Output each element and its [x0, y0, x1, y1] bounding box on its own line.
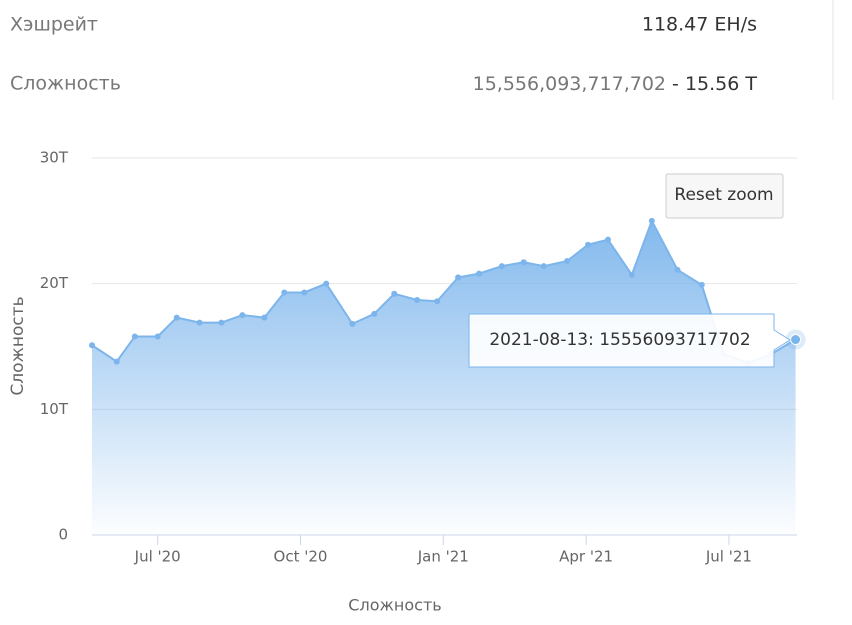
x-tick-label: Jan '21 [417, 548, 469, 566]
area [92, 220, 796, 536]
reset-zoom-label[interactable]: Reset zoom [674, 185, 773, 205]
point [301, 289, 308, 296]
separator: - [666, 73, 685, 95]
y-tick-label: 30T [40, 149, 69, 167]
x-tick-label: Jul '20 [134, 548, 181, 566]
point [585, 241, 592, 248]
plot: 0 10T 20T 30T Jul '20 Oct '20 Jan '21 Apr '21 Ju… [40, 149, 806, 566]
reset-zoom-button[interactable] [665, 173, 784, 219]
point [564, 258, 571, 265]
point [131, 333, 138, 340]
point [476, 270, 483, 277]
tooltip-text: 2021-08-13: 15556093717702 [489, 330, 750, 350]
point [698, 281, 705, 288]
point [196, 319, 203, 326]
point [434, 298, 441, 305]
x-tick-label: Apr '21 [559, 548, 613, 566]
point [498, 263, 505, 270]
point [173, 314, 180, 321]
y-tick-label: 20T [40, 274, 69, 292]
point [391, 290, 398, 297]
point [605, 236, 612, 243]
tooltip: 2021-08-13: 15556093717702 [468, 313, 791, 368]
header-value: 15,556,093,717,702 [473, 73, 666, 95]
point [674, 266, 681, 273]
y-tick-label: 0 [58, 526, 68, 544]
point [414, 297, 421, 304]
reset-zoom[interactable]: Reset zoom [665, 173, 784, 219]
y-axis-title: Сложность [8, 296, 28, 395]
point [455, 274, 462, 281]
header-label: Хэшрейт [10, 14, 98, 36]
point [261, 314, 268, 321]
x-tick-label: Jul '21 [705, 548, 752, 566]
y-tick-label: 10T [40, 400, 69, 418]
point [89, 342, 95, 349]
point [540, 263, 547, 270]
header-short: 15.56 T [685, 73, 757, 95]
point [349, 320, 356, 327]
point [323, 280, 330, 287]
point [648, 217, 655, 224]
point [154, 333, 161, 340]
point [218, 319, 225, 326]
point [371, 310, 378, 317]
point [239, 312, 246, 319]
point [113, 358, 120, 365]
point [520, 259, 527, 266]
header-value: 118.47 EH/s [642, 14, 757, 36]
point [628, 271, 635, 278]
header-value: 15,556,093,717,702 - 15.56 T [473, 73, 758, 95]
x-tick-label: Oct '20 [274, 548, 328, 566]
tooltip-box [468, 313, 791, 368]
point [281, 289, 288, 296]
point [790, 334, 802, 346]
x-axis-title: Сложность [348, 596, 441, 615]
header-label: Сложность [10, 73, 121, 95]
